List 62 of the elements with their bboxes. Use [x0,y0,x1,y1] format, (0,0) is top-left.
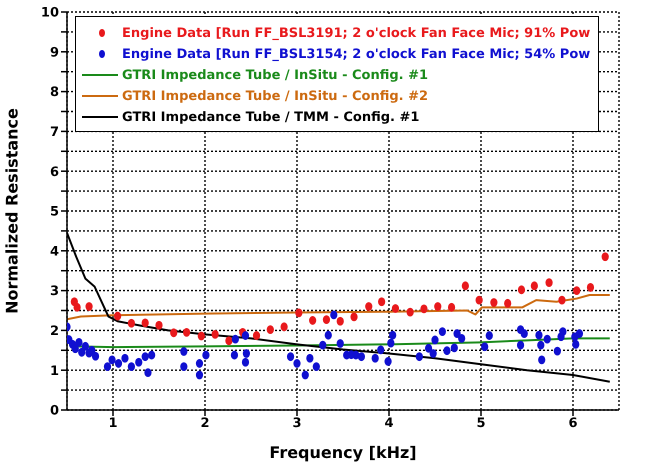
y-tick-label: 10 [40,6,59,21]
point [155,320,163,330]
y-tick-label: 2 [50,324,59,340]
line-series [67,294,611,320]
point [476,296,483,305]
y-tick-label: 1 [50,364,59,379]
point [212,330,219,339]
point [198,332,205,340]
point [142,318,149,328]
x-tick-label: 4 [384,416,394,432]
point [74,302,81,312]
legend-label: Engine Data [Run FF_BSL3154; 2 o'clock Fan Face Mic; 54% Pow [122,46,590,62]
x-tick-label: 5 [476,416,486,432]
point [280,322,288,332]
point [504,298,512,308]
point [170,328,178,338]
point [266,325,274,334]
point [462,281,469,290]
y-tick-label: 7 [50,125,59,140]
point [573,286,580,295]
point [392,304,400,313]
y-tick-label: 8 [50,85,59,100]
point [309,316,316,325]
x-tick-label: 1 [108,416,118,432]
x-tick-label: 2 [200,416,210,432]
point [336,316,344,326]
point [420,304,428,314]
y-tick-label: 4 [50,244,59,260]
point [295,308,302,318]
point [558,296,566,305]
x-axis-title: Frequency [kHz] [269,443,417,462]
point [225,336,233,346]
point [365,302,372,311]
point [530,281,538,290]
y-tick-label: 9 [50,45,59,60]
point [378,297,386,306]
point [114,312,122,320]
point [490,298,498,307]
x-tick-label: 6 [568,416,578,432]
legend-label: Engine Data [Run FF_BSL3191; 2 o'clock Fan Face Mic; 91% Pow [122,26,590,40]
y-tick-label: 3 [50,284,59,300]
point [545,278,553,288]
y-tick-label: 6 [50,164,59,180]
y-tick-label: 0 [50,404,59,419]
point [518,285,526,294]
point [252,331,260,340]
point [183,328,190,337]
legend-label: GTRI Impedance Tube / TMM - Config. #1 [122,110,420,124]
point [128,318,135,328]
point [350,312,358,322]
legend-label: GTRI Impedance Tube / InSitu - Config. #2 [122,88,428,104]
point [602,252,609,262]
point [322,315,330,324]
point [434,302,442,311]
point [586,283,594,292]
point [448,302,456,312]
x-tick-label: 3 [292,416,302,432]
y-tick-label: 5 [50,204,59,220]
point [406,308,414,316]
point [85,302,93,311]
legend-label: GTRI Impedance Tube / InSitu - Config. #1 [122,68,428,82]
y-axis-title: Normalized Resistance [2,108,22,314]
